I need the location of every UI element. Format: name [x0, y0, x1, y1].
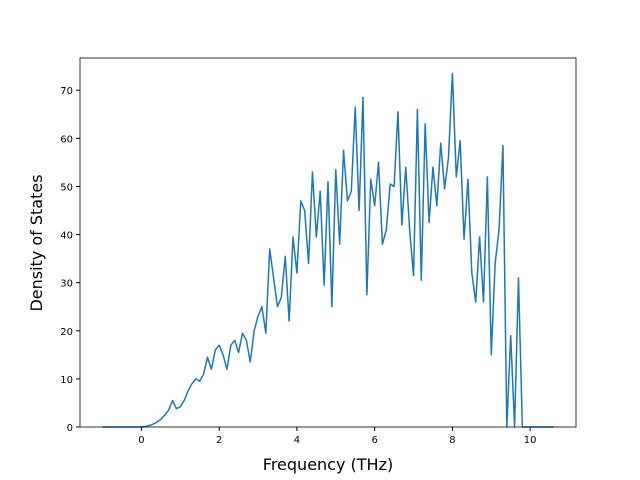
y-tick-label: 50: [60, 182, 73, 193]
x-tick-label: 0: [138, 435, 144, 446]
x-tick-label: 10: [524, 435, 537, 446]
y-tick-label: 40: [60, 231, 73, 242]
x-tick-label: 2: [216, 435, 222, 446]
y-tick-label: 10: [60, 375, 73, 386]
x-tick-label: 8: [449, 435, 455, 446]
y-axis-label: Density of States: [27, 174, 46, 311]
y-tick-label: 60: [60, 134, 73, 145]
x-tick-label: 4: [294, 435, 300, 446]
y-tick-label: 0: [67, 423, 73, 434]
x-axis-label: Frequency (THz): [263, 455, 393, 474]
x-tick-label: 6: [371, 435, 377, 446]
y-tick-label: 30: [60, 279, 73, 290]
y-tick-label: 20: [60, 327, 73, 338]
data-line: [102, 72, 554, 428]
y-tick-label: 70: [60, 86, 73, 97]
plot-frame: [79, 57, 577, 428]
